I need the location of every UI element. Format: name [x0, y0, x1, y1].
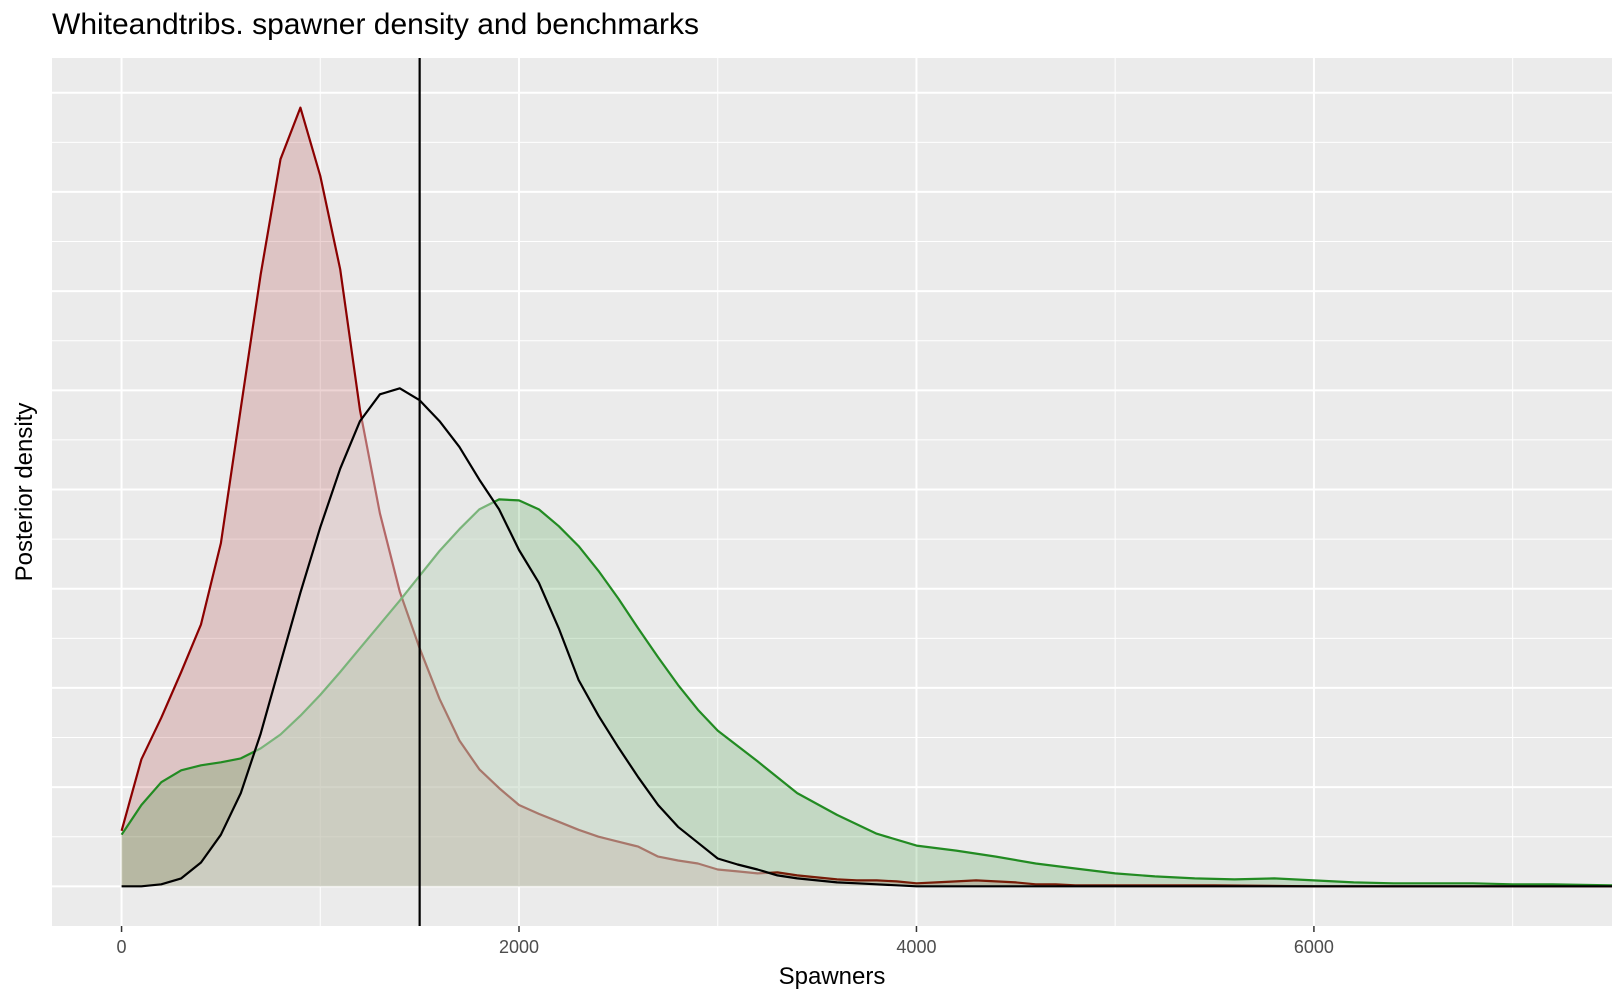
density-area-0: [121, 107, 1613, 887]
density-series: [120, 106, 1613, 888]
x-tick-label: 4000: [896, 937, 936, 957]
chart-title: Whiteandtribs. spawner density and bench…: [52, 8, 699, 41]
y-axis-title: Posterior density: [11, 403, 38, 582]
density-line-2: [121, 387, 1612, 888]
x-tick-label: 0: [117, 937, 127, 957]
x-tick-label: 2000: [499, 937, 539, 957]
x-axis-ticks: 0 2000 4000 6000: [117, 926, 1334, 957]
density-area-1: [121, 499, 1613, 887]
density-line-1: [120, 498, 1613, 887]
x-tick-label: 6000: [1294, 937, 1334, 957]
density-area-2: [121, 388, 1613, 887]
x-axis-title: Spawners: [779, 963, 886, 990]
plot-panel-background: [52, 58, 1612, 926]
gridlines: [52, 58, 1612, 926]
density-line-0: [120, 106, 1612, 888]
